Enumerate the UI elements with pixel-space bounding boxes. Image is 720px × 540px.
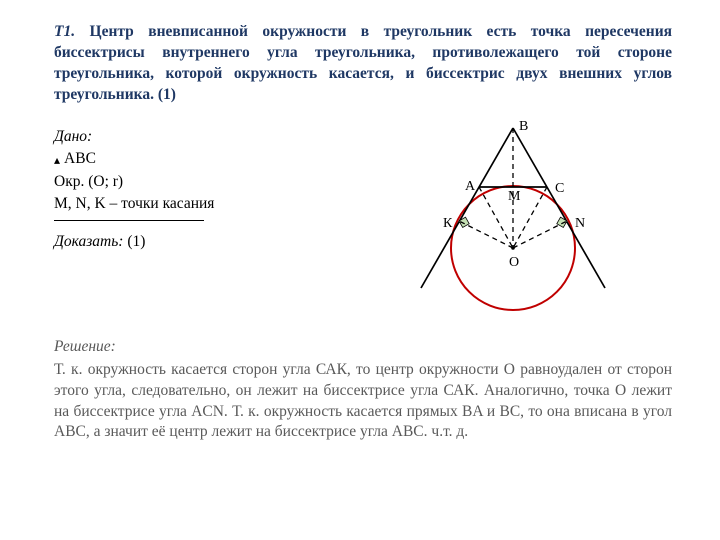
given-circle: Окр. (O; r) <box>54 171 354 193</box>
given-tangents: M, N, K – точки касания <box>54 193 354 215</box>
line-BN-ext <box>513 128 605 288</box>
label-B: B <box>519 120 528 134</box>
given-block: Дано: ▴ABC Окр. (O; r) M, N, K – точки к… <box>54 120 354 253</box>
solution-text: Т. к. окружность касается сторон угла СА… <box>54 360 672 444</box>
prove-heading: Доказать: <box>54 233 123 250</box>
line-BK-ext <box>421 128 513 288</box>
dashed-group <box>459 128 567 248</box>
theorem-statement: Т1. Центр вневписанной окружности в треу… <box>54 22 672 106</box>
theorem-text: Центр вневписанной окружности в треуголь… <box>54 23 672 103</box>
label-C: C <box>555 181 564 196</box>
prove-line: Доказать: (1) <box>54 231 354 253</box>
label-A: A <box>465 179 476 194</box>
divider <box>54 220 204 221</box>
theorem-label: Т1. <box>54 23 75 40</box>
point-O <box>511 246 515 250</box>
given-heading: Дано: <box>54 126 354 148</box>
geometry-diagram: B A C M К N O <box>388 120 638 330</box>
label-K: К <box>443 216 453 231</box>
prove-text: (1) <box>127 233 145 250</box>
label-N: N <box>575 216 585 231</box>
label-M: M <box>508 189 521 204</box>
given-triangle: ▴ABC <box>54 148 354 170</box>
triangle-icon: ▴ <box>54 152 60 169</box>
label-O: O <box>509 255 519 270</box>
solution-heading: Решение: <box>54 338 672 356</box>
